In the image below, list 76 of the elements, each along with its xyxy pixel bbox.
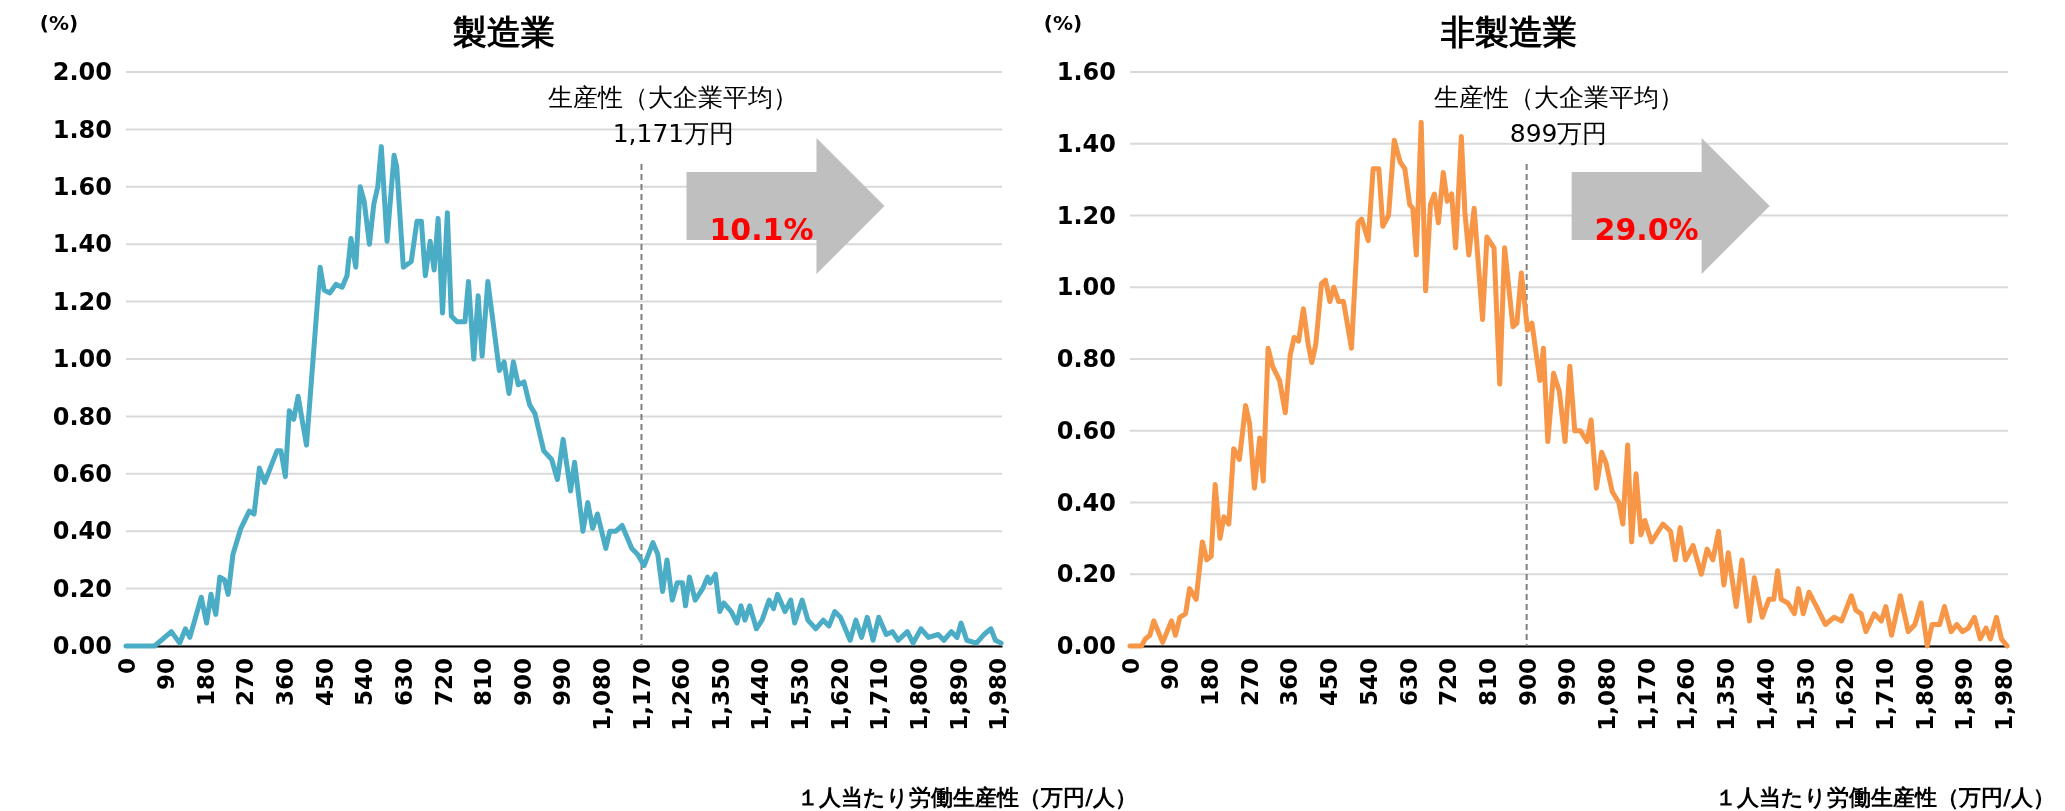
x-tick-label: 1,980 (1991, 658, 2018, 731)
annotation: 29.0% (1594, 212, 1699, 247)
x-tick-label: 1,980 (985, 658, 1012, 731)
x-tick-label: 180 (1196, 658, 1223, 707)
x-axis-title: １人当たり労働生産性（万円/人） (1714, 785, 2055, 810)
x-tick-label: 180 (192, 658, 219, 707)
x-tick-label: 1,350 (707, 658, 734, 731)
y-tick-label: 1.40 (1056, 129, 1116, 158)
x-tick-label: 1,170 (628, 658, 655, 731)
x-tick-label: 1,440 (747, 658, 774, 731)
y-tick-label: 1.80 (52, 115, 112, 144)
x-tick-label: 450 (311, 658, 338, 707)
y-tick-label: 2.00 (52, 58, 112, 87)
x-tick-label: 630 (1395, 658, 1422, 707)
y-tick-label: 1.40 (52, 230, 112, 259)
x-tick-label: 360 (272, 658, 299, 707)
x-tick-label: 270 (232, 658, 259, 707)
y-tick-label: 1.20 (1056, 201, 1116, 230)
x-tick-label: 90 (1157, 658, 1184, 691)
y-tick-label: 0.80 (1056, 345, 1116, 374)
y-tick-label: 0.00 (52, 632, 112, 661)
x-tick-label: 990 (549, 658, 576, 707)
x-tick-label: 900 (509, 658, 536, 707)
x-tick-label: 450 (1316, 658, 1343, 707)
y-tick-label: 0.20 (52, 574, 112, 603)
x-tick-label: 540 (351, 658, 378, 707)
x-tick-label: 1,710 (1872, 658, 1899, 731)
y-tick-label: 1.60 (1056, 58, 1116, 87)
x-tick-label: 0 (113, 658, 140, 675)
y-tick-label: 1.60 (52, 172, 112, 201)
y-tick-label: 0.60 (52, 459, 112, 488)
x-tick-label: 810 (470, 658, 497, 707)
chart-title: 非製造業 (1440, 12, 1577, 52)
chart-title: 製造業 (452, 12, 555, 52)
y-tick-label: 1.00 (1056, 273, 1116, 302)
x-tick-label: 1,710 (866, 658, 893, 731)
x-tick-label: 1,800 (905, 658, 932, 731)
y-axis-title: (%) (39, 11, 79, 35)
x-tick-label: 630 (390, 658, 417, 707)
x-tick-label: 360 (1276, 658, 1303, 707)
y-tick-label: 0.20 (1056, 560, 1116, 589)
x-tick-label: 720 (430, 658, 457, 707)
x-tick-label: 1,080 (588, 658, 615, 731)
y-tick-label: 1.00 (52, 345, 112, 374)
y-axis-title: (%) (1043, 11, 1083, 35)
x-tick-label: 270 (1236, 658, 1263, 707)
x-tick-label: 1,350 (1713, 658, 1740, 731)
y-tick-label: 1.20 (52, 287, 112, 316)
x-tick-label: 540 (1355, 658, 1382, 707)
x-tick-label: 1,260 (668, 658, 695, 731)
y-tick-label: 0.80 (52, 402, 112, 431)
x-tick-label: 810 (1474, 658, 1501, 707)
y-tick-label: 0.00 (1056, 632, 1116, 661)
x-tick-label: 720 (1435, 658, 1462, 707)
x-tick-label: 1,080 (1594, 658, 1621, 731)
x-tick-label: 0 (1117, 658, 1144, 675)
x-tick-label: 90 (153, 658, 180, 691)
x-axis-title: １人当たり労働生産性（万円/人） (796, 785, 1137, 810)
y-tick-label: 0.40 (52, 517, 112, 546)
x-tick-label: 1,620 (826, 658, 853, 731)
x-tick-label: 1,170 (1633, 658, 1660, 731)
x-tick-label: 1,530 (1792, 658, 1819, 731)
ref-line-label: 生産性（大企業平均） 1,171万円 (548, 83, 799, 148)
x-tick-label: 1,260 (1673, 658, 1700, 731)
annotation: 10.1% (709, 212, 814, 247)
y-tick-label: 0.40 (1056, 488, 1116, 517)
x-tick-label: 1,800 (1911, 658, 1938, 731)
ref-line-label: 生産性（大企業平均） 899万円 (1433, 83, 1684, 148)
y-tick-label: 0.60 (1056, 416, 1116, 445)
x-tick-label: 1,890 (945, 658, 972, 731)
x-tick-label: 990 (1554, 658, 1581, 707)
x-tick-label: 1,890 (1951, 658, 1978, 731)
x-tick-label: 900 (1514, 658, 1541, 707)
x-tick-label: 1,530 (787, 658, 814, 731)
x-tick-label: 1,440 (1752, 658, 1779, 731)
x-tick-label: 1,620 (1832, 658, 1859, 731)
